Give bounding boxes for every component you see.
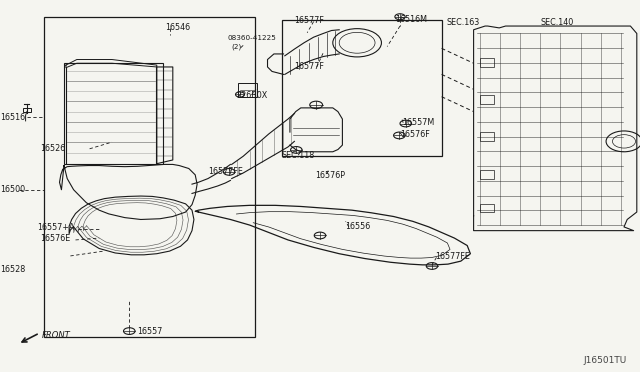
Text: SEC.140: SEC.140 [541,18,574,27]
Bar [480,95,494,104]
Text: 16577F: 16577F [294,16,324,25]
Text: 16577FE: 16577FE [208,167,243,176]
Text: 16576P: 16576P [315,171,345,180]
Bar [238,83,257,97]
Text: 16557M: 16557M [402,118,434,126]
Text: 16577F: 16577F [294,62,324,71]
Text: 16516M: 16516M [396,15,428,24]
Bar [480,170,494,179]
Text: SEC.163: SEC.163 [447,18,480,27]
Text: 16577FE: 16577FE [435,252,470,261]
Text: 08360-41225: 08360-41225 [228,35,276,41]
Bar [480,132,494,141]
Text: 16557+A: 16557+A [37,223,75,232]
Text: SEC.118: SEC.118 [282,151,315,160]
Text: 16516: 16516 [0,113,25,122]
Bar [480,204,494,212]
Text: 16546: 16546 [165,23,190,32]
Bar [23,108,31,112]
Bar [64,63,163,164]
Bar [44,17,255,337]
Text: J16501TU: J16501TU [584,356,627,365]
Text: 16528: 16528 [0,265,25,274]
Text: 16557: 16557 [138,327,163,336]
Text: 16576F: 16576F [401,130,430,139]
Text: 16500: 16500 [0,185,25,194]
Text: 16576E: 16576E [40,234,70,243]
Bar [480,58,494,67]
Text: FRONT: FRONT [42,331,70,340]
Bar [282,20,442,156]
Text: (2): (2) [232,43,242,50]
Text: 16526: 16526 [40,144,65,153]
Text: 226B0X: 226B0X [237,92,268,100]
Text: 16556: 16556 [346,222,371,231]
